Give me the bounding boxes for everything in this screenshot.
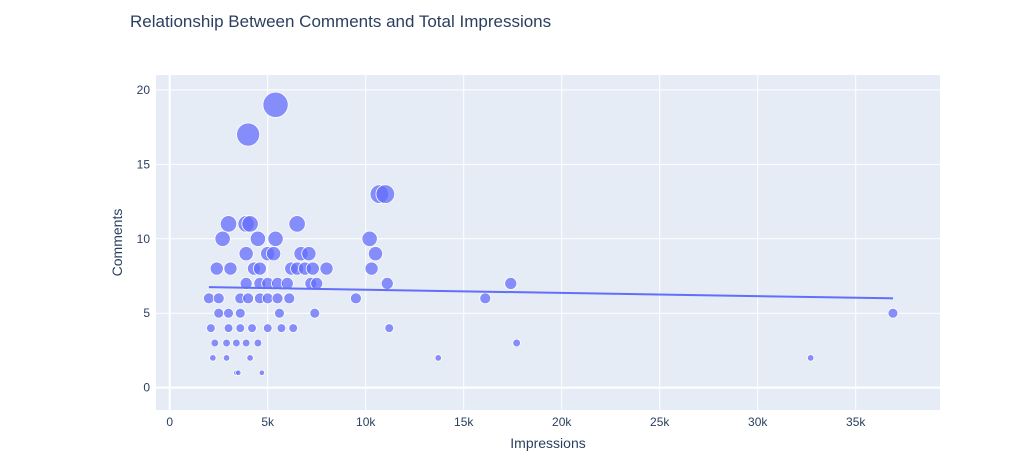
scatter-point — [212, 292, 225, 305]
scatter-point — [223, 323, 234, 333]
y-axis-label: Comments — [109, 209, 125, 277]
scatter-point — [305, 261, 320, 276]
scatter-point — [246, 354, 254, 362]
y-tick-label: 5 — [143, 306, 150, 320]
scatter-point — [288, 323, 299, 333]
x-tick-label: 25k — [650, 415, 670, 429]
scatter-point — [223, 261, 238, 276]
scatter-point — [253, 338, 263, 348]
scatter-point — [384, 323, 395, 333]
scatter-point — [806, 354, 815, 362]
scatter-point — [261, 292, 274, 305]
scatter-point — [252, 261, 267, 276]
scatter-point — [512, 338, 521, 348]
scatter-point — [258, 369, 265, 376]
scatter-point — [380, 276, 394, 290]
scatter-point — [479, 292, 492, 305]
scatter-point — [434, 354, 442, 362]
scatter-point — [242, 292, 255, 305]
scatter-point — [222, 338, 231, 348]
scatter-point — [375, 184, 396, 204]
scatter-point — [364, 261, 379, 276]
scatter-point — [219, 215, 238, 233]
scatter-point — [247, 323, 257, 333]
scatter-point — [232, 338, 241, 348]
scatter-point — [262, 91, 289, 118]
scatter-point — [283, 292, 296, 305]
scatter-point — [350, 292, 362, 305]
scatter-point — [223, 307, 234, 319]
scatter-point — [234, 307, 246, 319]
x-tick-label: 0 — [166, 415, 173, 429]
x-tick-label: 15k — [454, 415, 474, 429]
scatter-point — [271, 292, 284, 305]
x-tick-label: 20k — [552, 415, 572, 429]
x-tick-label: 10k — [356, 415, 376, 429]
x-tick-label: 35k — [846, 415, 866, 429]
y-tick-label: 0 — [143, 381, 150, 395]
scatter-point — [276, 323, 287, 333]
scatter-point — [887, 307, 899, 319]
y-tick-label: 20 — [137, 83, 151, 97]
scatter-point — [504, 276, 518, 290]
scatter-point — [249, 230, 267, 247]
scatter-point — [266, 246, 282, 262]
x-tick-label: 30k — [748, 415, 768, 429]
scatter-point — [309, 307, 321, 319]
scatter-point — [288, 215, 306, 233]
scatter-point — [280, 276, 294, 290]
scatter-point — [241, 215, 259, 233]
scatter-point — [319, 261, 334, 276]
scatter-point — [239, 276, 253, 290]
scatter-point — [203, 292, 215, 305]
scatter-point — [236, 122, 261, 147]
y-tick-label: 15 — [137, 157, 151, 171]
scatter-point — [361, 230, 378, 247]
scatter-point — [274, 307, 285, 319]
chart-title: Relationship Between Comments and Total … — [130, 12, 552, 31]
scatter-point — [241, 338, 251, 348]
scatter-point — [310, 276, 324, 290]
scatter-point — [214, 230, 231, 247]
scatter-point — [213, 307, 225, 319]
y-tick-label: 10 — [137, 232, 151, 246]
scatter-point — [235, 369, 242, 376]
x-axis-label: Impressions — [510, 435, 585, 451]
scatter-point — [209, 354, 217, 362]
scatter-point — [209, 261, 224, 276]
plot-background — [156, 75, 940, 410]
scatter-point — [238, 246, 254, 262]
scatter-point — [367, 246, 384, 262]
scatter-point — [235, 323, 246, 333]
trendline — [208, 286, 893, 300]
x-tick-label: 5k — [261, 415, 275, 429]
scatter-point — [301, 246, 317, 262]
scatter-point — [206, 323, 216, 333]
scatter-point — [210, 338, 220, 348]
scatter-point — [267, 230, 284, 247]
scatter-point — [262, 323, 273, 333]
scatter-point — [222, 354, 231, 362]
